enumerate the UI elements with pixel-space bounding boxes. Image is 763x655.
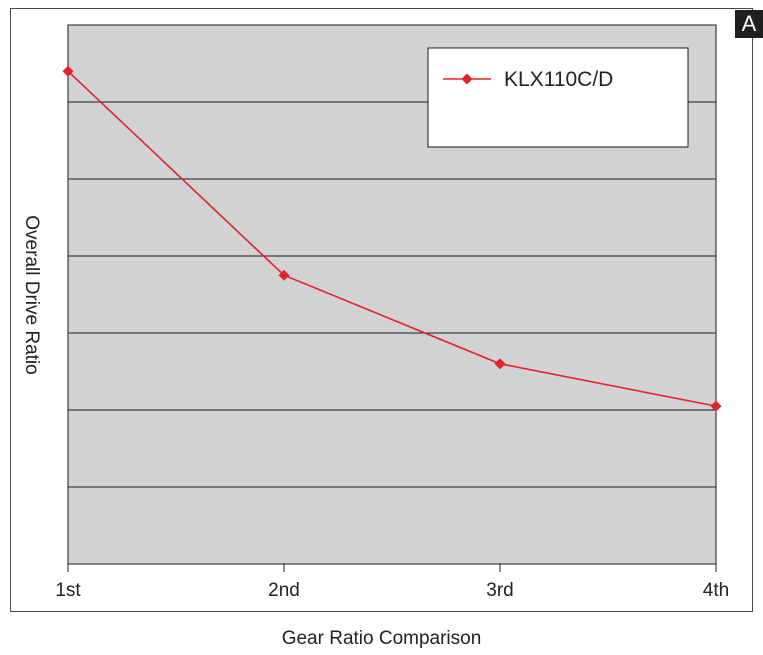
series-line <box>67 70 717 407</box>
data-point <box>710 400 722 412</box>
data-point <box>62 65 74 77</box>
legend-box <box>427 47 689 148</box>
plot-border <box>67 24 717 565</box>
figure-caption: Gear Ratio Comparison <box>281 628 482 649</box>
data-point <box>494 358 506 370</box>
x-tick-labels: 1st 2nd 3rd 4th <box>55 564 729 601</box>
data-point <box>278 269 290 281</box>
axes <box>67 24 717 565</box>
y-axis-label: Overall Drive Ratio <box>21 215 42 374</box>
line-chart: 1st 2nd 3rd 4th Overall Drive Ratio KLX110C… <box>21 24 729 601</box>
x-tick-label: 1st <box>55 580 81 601</box>
figure-frame <box>10 8 753 612</box>
legend: KLX110C/D <box>427 47 689 148</box>
x-tick-label: 2nd <box>268 580 300 601</box>
x-tick-label: 3rd <box>486 580 513 601</box>
legend-marker <box>461 73 473 85</box>
series-group <box>62 65 722 412</box>
legend-label: KLX110C/D <box>504 68 613 91</box>
corner-badge: A <box>735 10 763 38</box>
x-tick-label: 4th <box>703 580 729 601</box>
